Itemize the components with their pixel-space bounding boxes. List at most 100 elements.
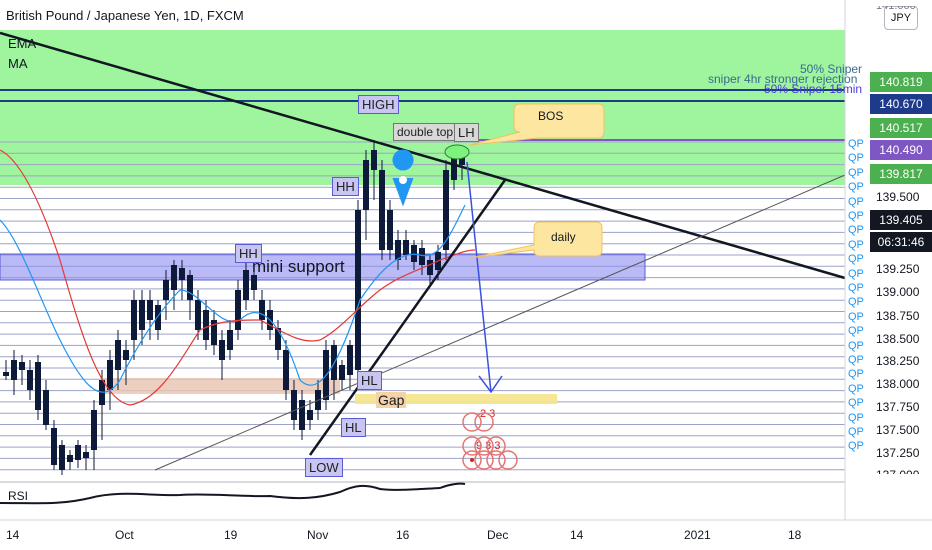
gap-zone — [355, 394, 557, 404]
downtrend-line — [0, 31, 846, 280]
candle-body — [179, 268, 185, 280]
price-badge-140819: 140.819 — [870, 72, 932, 92]
daily-label[interactable]: daily — [551, 230, 576, 244]
mini-support-zone — [0, 253, 646, 281]
rsi-line — [0, 482, 466, 505]
qp-label: QP — [848, 195, 864, 208]
time-tick: 14 — [570, 528, 584, 542]
candle-body — [219, 340, 225, 360]
reaction-row-2[interactable]: 9 3 3 — [476, 440, 501, 452]
time-tick: 14 — [6, 528, 20, 542]
candle-body — [235, 290, 241, 330]
candle-body — [339, 365, 345, 380]
qp-label: QP — [848, 325, 864, 338]
hl-tag-1[interactable]: HL — [357, 371, 382, 390]
candle-body — [43, 390, 49, 425]
candle-body — [459, 155, 465, 165]
price-tick: 139.000 — [876, 285, 920, 299]
qp-label: QP — [848, 411, 864, 424]
countdown-badge: 06:31:46 — [870, 232, 932, 252]
time-tick: 18 — [788, 528, 802, 542]
time-tick: Nov — [307, 528, 329, 542]
qp-label: QP — [848, 397, 864, 410]
candle-body — [115, 340, 121, 370]
qp-label: QP — [848, 238, 864, 251]
sniper-50-label: 50% Sniper — [800, 62, 863, 76]
candle-body — [19, 362, 25, 370]
candle-body — [259, 300, 265, 320]
projection-arrow — [466, 161, 492, 393]
candle-body — [59, 445, 65, 470]
qp-label: QP — [848, 339, 864, 352]
top-price-label: 141.000 — [876, 0, 916, 12]
time-tick: 2021 — [684, 528, 711, 542]
hh-tag-1[interactable]: HH — [332, 177, 359, 196]
qp-label: QP — [848, 210, 864, 222]
qp-label: QP — [848, 382, 864, 395]
candle-body — [139, 300, 145, 330]
currency-button[interactable]: JPY — [884, 6, 918, 30]
price-tick: 138.500 — [876, 332, 920, 346]
supply-zone — [0, 30, 845, 185]
candle-body — [91, 410, 97, 450]
qp-label: QP — [848, 368, 864, 381]
candle-body — [3, 372, 9, 376]
candle-body — [27, 370, 33, 390]
candle-body — [427, 260, 433, 275]
time-tick: 19 — [224, 528, 238, 542]
low-tag[interactable]: LOW — [305, 458, 343, 477]
candle-body — [363, 160, 369, 210]
candle-body — [147, 300, 153, 320]
ma-line — [0, 149, 476, 406]
candle-body — [355, 210, 361, 370]
hh-tag-2[interactable]: HH — [235, 244, 262, 263]
daily-callout — [469, 221, 603, 259]
indicator-ema-label[interactable]: EMA — [8, 36, 37, 51]
qp-label: QP — [848, 253, 864, 266]
time-tick: 16 — [396, 528, 410, 542]
lh-marker — [444, 144, 470, 160]
qp-label: QP — [848, 282, 864, 294]
reaction-emojis-icon[interactable] — [458, 408, 518, 472]
price-tick: 138.000 — [876, 377, 920, 391]
qp-label: QP — [848, 440, 864, 453]
qp-label: QP — [848, 152, 864, 165]
rsi-label[interactable]: RSI — [8, 489, 29, 503]
price-badge-140670: 140.670 — [870, 94, 932, 114]
candle-body — [107, 360, 113, 390]
candle-body — [443, 170, 449, 250]
high-tag[interactable]: HIGH — [358, 95, 399, 114]
gap-label[interactable]: Gap — [376, 392, 407, 408]
lh-tag[interactable]: LH — [454, 123, 479, 142]
hl-tag-2[interactable]: HL — [341, 418, 366, 437]
qp-label: QP — [848, 138, 864, 150]
candle-body — [155, 305, 161, 330]
location-pin-icon — [392, 149, 414, 207]
bos-callout — [469, 103, 605, 146]
qp-label: QP — [848, 224, 864, 237]
indicator-ma-label[interactable]: MA — [8, 56, 28, 71]
candle-body — [283, 350, 289, 390]
price-tick: 138.250 — [876, 354, 920, 368]
price-tick: 137.000 — [876, 468, 920, 482]
symbol-title: British Pound / Japanese Yen, 1D, FXCM — [6, 8, 244, 23]
candle-body — [347, 345, 353, 375]
candle-body — [75, 445, 81, 460]
bos-label[interactable]: BOS — [538, 109, 564, 123]
uptrend-line-shallow — [154, 174, 846, 471]
double-top-tag[interactable]: double top — [393, 123, 458, 141]
price-badge-140490: 140.490 — [870, 140, 932, 160]
candle-body — [51, 428, 57, 465]
candle-body — [291, 390, 297, 420]
price-tick: 139.500 — [876, 190, 920, 204]
candle-body — [11, 360, 17, 380]
qp-label: QP — [848, 296, 864, 309]
candle-body — [211, 320, 217, 345]
qp-label: QP — [848, 181, 864, 194]
ema-line — [0, 204, 466, 393]
candle-body — [67, 455, 73, 462]
candle-body — [227, 330, 233, 350]
mini-support-label[interactable]: mini support — [252, 257, 345, 276]
price-tick: 137.500 — [876, 423, 920, 437]
